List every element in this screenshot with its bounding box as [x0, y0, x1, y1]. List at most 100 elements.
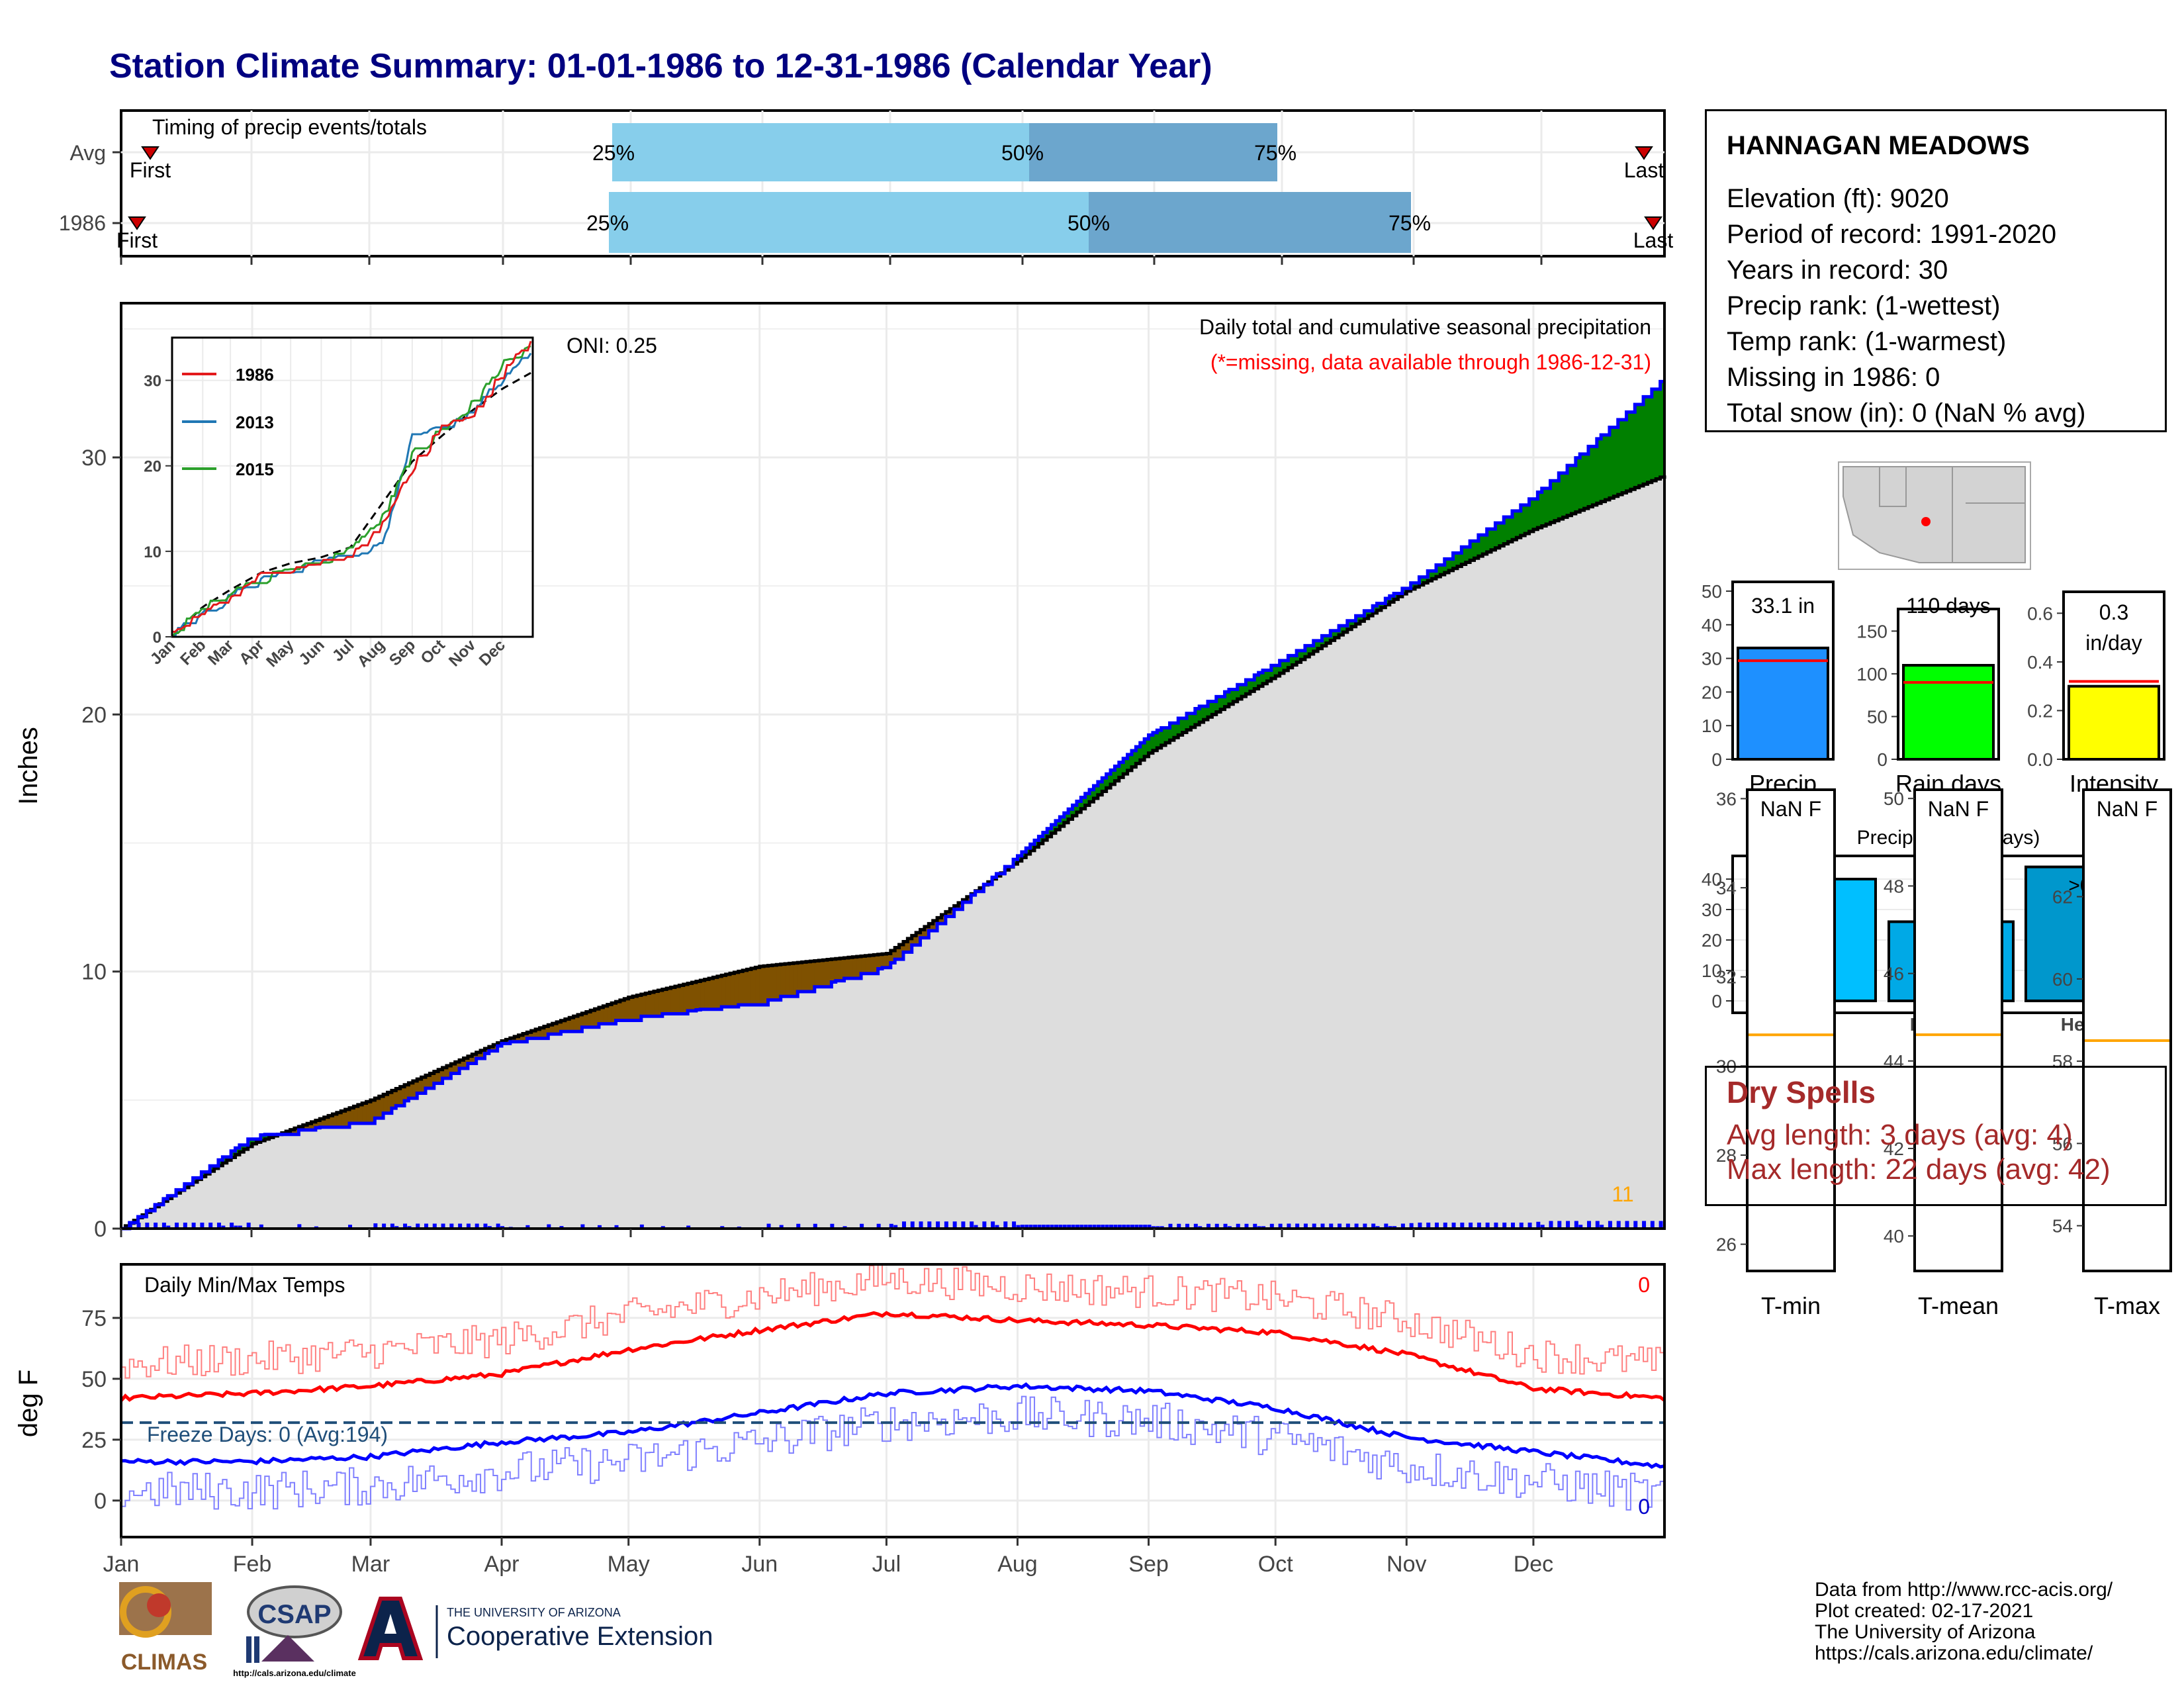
departure-slice	[641, 994, 646, 1017]
departure-slice	[628, 997, 633, 1021]
small-bar-ytick: 0.4	[2027, 652, 2053, 673]
departure-slice	[1228, 689, 1234, 704]
departure-slice	[1377, 603, 1382, 610]
departure-slice	[328, 1115, 334, 1127]
departure-slice	[1394, 593, 1399, 600]
last-marker-year	[1644, 216, 1662, 230]
departure-slice	[819, 960, 824, 987]
inset-2013-line	[172, 352, 532, 638]
small-bar-value	[1902, 664, 1995, 761]
departure-slice	[1165, 727, 1171, 743]
observed-cumulative-line	[121, 379, 1664, 1231]
precip-ytick-label: 20	[81, 702, 107, 727]
departure-slice	[780, 964, 786, 997]
departure-slice	[835, 959, 841, 981]
departure-slice	[294, 1128, 299, 1135]
departure-slice	[565, 1019, 570, 1032]
daily-precip-bar	[1527, 1222, 1532, 1229]
oni-label: ONI: 0.25	[567, 334, 657, 357]
daily-precip-bar	[1650, 1221, 1655, 1229]
temp-box-ytick: 42	[1884, 1139, 1904, 1159]
departure-slice	[743, 970, 748, 1006]
departure-slice	[1537, 492, 1543, 528]
daily-precip-bar	[1409, 1223, 1414, 1229]
departure-slice	[1026, 848, 1031, 855]
departure-slice	[899, 944, 904, 960]
departure-slice	[1533, 498, 1538, 530]
daily-precip-bar	[1062, 1225, 1067, 1229]
departure-slice	[442, 1067, 447, 1079]
departure-slice	[320, 1119, 325, 1127]
daily-precip-bar	[1578, 1225, 1583, 1229]
inset-legend-2013: 2013	[236, 412, 274, 432]
timing-avg-p25: 25%	[592, 141, 635, 165]
daily-precip-bar	[1625, 1221, 1629, 1229]
departure-slice	[1038, 836, 1044, 844]
daily-precip-bar	[1494, 1222, 1498, 1229]
precip-ylabel: Inches	[14, 727, 43, 805]
departure-slice	[674, 986, 680, 1014]
departure-slice	[624, 998, 629, 1021]
temp-box-frame	[2082, 788, 2172, 1272]
departure-slice	[1042, 832, 1048, 841]
daily-precip-bar	[1600, 1225, 1604, 1229]
departure-slice	[433, 1071, 439, 1084]
departure-slice	[518, 1035, 523, 1042]
daily-precip-bar	[216, 1222, 221, 1229]
departure-slice	[1178, 718, 1183, 735]
departure-slice	[1309, 645, 1314, 655]
departure-slice	[307, 1123, 312, 1131]
daily-precip-bar	[1426, 1222, 1431, 1229]
inset-legend-1986: 1986	[236, 365, 274, 385]
station-temp-rank: Temp rank: (1-warmest)	[1727, 327, 2007, 356]
daily-precip-bar	[580, 1224, 585, 1229]
departure-slice	[1144, 739, 1150, 757]
temp-box-ytick: 28	[1716, 1145, 1737, 1166]
daily-precip-bar	[1345, 1223, 1350, 1229]
daily-precip-bar	[1338, 1223, 1342, 1229]
departure-slice	[1060, 817, 1065, 827]
departure-slice	[1047, 828, 1052, 837]
daily-precip-bar	[1566, 1221, 1570, 1229]
departure-slice	[1402, 588, 1407, 594]
small-bar-label: in/day	[2085, 631, 2142, 655]
departure-slice	[637, 995, 642, 1021]
departure-slice	[336, 1112, 341, 1127]
departure-slice	[603, 1006, 608, 1024]
timing-year-bar-early	[609, 192, 1089, 253]
daily-precip-bar	[796, 1223, 801, 1229]
departure-slice	[184, 1184, 189, 1188]
departure-slice	[1207, 701, 1212, 718]
daily-precip-bar	[154, 1222, 158, 1229]
dry-spells-title: Dry Spells	[1727, 1075, 1876, 1109]
daily-precip-bar	[982, 1221, 987, 1229]
avg-cumulative-line	[121, 475, 1666, 1231]
departure-slice	[1288, 655, 1293, 668]
daily-precip-bar	[1536, 1221, 1541, 1229]
inset-frame	[171, 336, 534, 638]
daily-precip-bar	[936, 1221, 940, 1229]
departure-slice	[1199, 706, 1205, 722]
departure-slice	[1630, 412, 1635, 490]
daily-precip-bar	[1540, 1225, 1545, 1229]
departure-slice	[417, 1079, 422, 1094]
daily-precip-bar	[766, 1223, 771, 1229]
events-ytick: 40	[1702, 869, 1722, 890]
daily-precip-bar	[1485, 1222, 1490, 1229]
departure-slice	[831, 959, 837, 982]
departure-slice	[1609, 427, 1614, 498]
departure-slice	[1614, 427, 1619, 496]
departure-slice	[688, 983, 693, 1011]
departure-slice	[793, 962, 798, 997]
daily-precip-bar	[1469, 1222, 1473, 1229]
inset-2015-line	[171, 345, 531, 637]
uofa-small-text: THE UNIVERSITY OF ARIZONA	[447, 1606, 621, 1619]
csap-logo: CSAP http://cals.arizona.edu/climate	[233, 1585, 356, 1678]
month-label: Mar	[351, 1552, 390, 1577]
daily-precip-bar	[145, 1222, 150, 1229]
temp-box-ytick: 54	[2052, 1216, 2073, 1237]
departure-slice	[1596, 438, 1602, 504]
departure-slice	[895, 947, 900, 960]
daily-precip-bar	[1113, 1225, 1118, 1229]
daily-precip-bar	[991, 1221, 995, 1229]
